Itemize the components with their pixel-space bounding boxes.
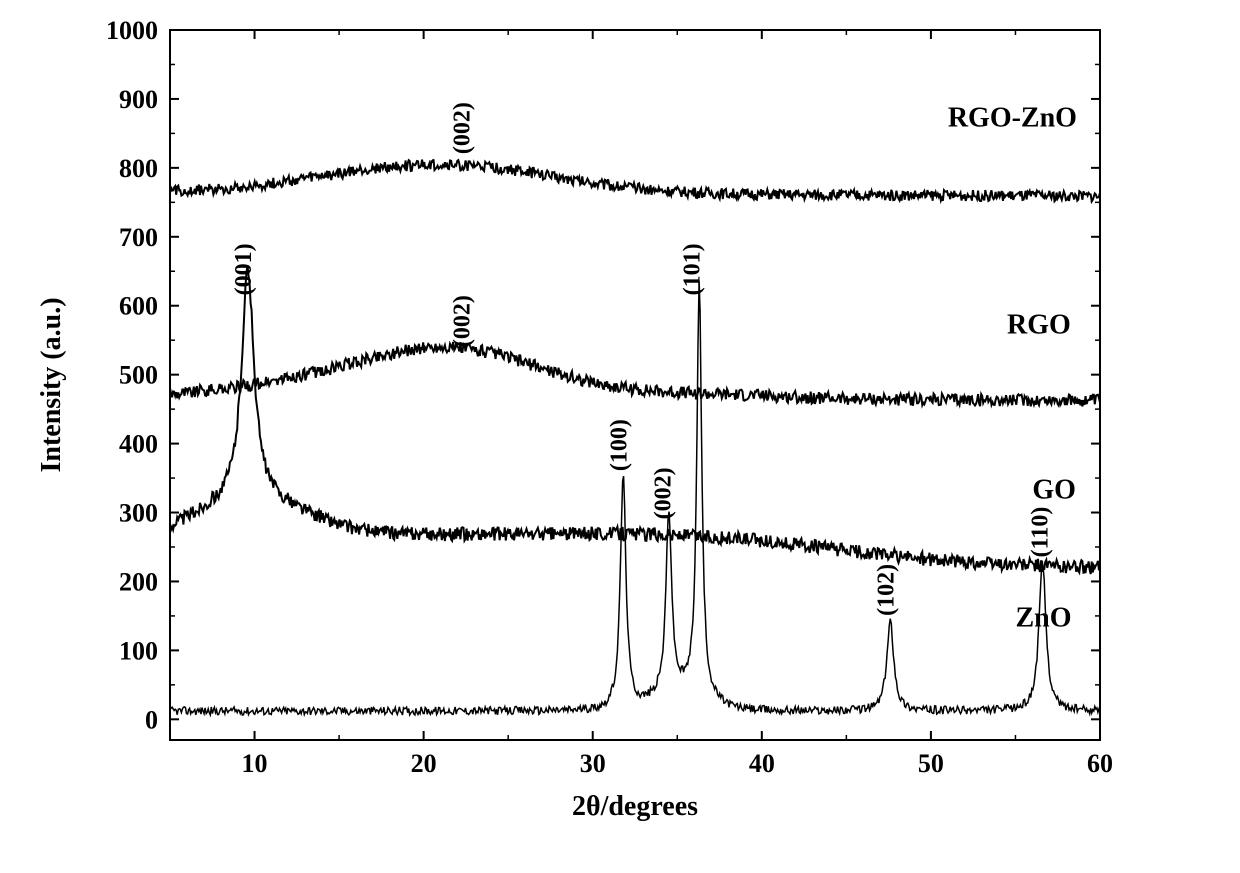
peak-label: (102) (874, 564, 900, 616)
series-label-ZnO: ZnO (1015, 602, 1071, 633)
svg-text:20: 20 (411, 749, 437, 778)
peak-label: (101) (679, 243, 705, 295)
svg-text:100: 100 (119, 636, 158, 665)
svg-text:Intensity (a.u.): Intensity (a.u.) (36, 297, 67, 472)
peak-label: (002) (651, 467, 677, 519)
peak-label: (002) (449, 295, 475, 347)
svg-text:10: 10 (242, 749, 268, 778)
series-RGO (170, 342, 1100, 406)
series-RGO-ZnO (170, 159, 1100, 201)
series-label-RGO-ZnO: RGO-ZnO (948, 103, 1077, 134)
svg-text:0: 0 (145, 705, 158, 734)
svg-text:200: 200 (119, 567, 158, 596)
svg-text:40: 40 (749, 749, 775, 778)
svg-text:30: 30 (580, 749, 606, 778)
svg-text:900: 900 (119, 85, 158, 114)
xrd-chart: 1020304050600100200300400500600700800900… (0, 0, 1240, 873)
series-label-RGO: RGO (1007, 309, 1071, 340)
svg-text:2θ/degrees: 2θ/degrees (572, 791, 698, 822)
peak-label: (002) (449, 102, 475, 154)
series-GO (170, 265, 1100, 574)
svg-text:60: 60 (1087, 749, 1113, 778)
svg-text:800: 800 (119, 154, 158, 183)
svg-text:1000: 1000 (106, 16, 158, 45)
series-ZnO (170, 281, 1100, 716)
svg-text:700: 700 (119, 223, 158, 252)
peak-label: (110) (1028, 507, 1054, 558)
svg-text:600: 600 (119, 292, 158, 321)
svg-text:400: 400 (119, 430, 158, 459)
chart-svg: 1020304050600100200300400500600700800900… (0, 0, 1240, 873)
peak-label: (100) (607, 419, 633, 471)
peak-label: (001) (231, 243, 257, 295)
svg-text:50: 50 (918, 749, 944, 778)
svg-text:300: 300 (119, 499, 158, 528)
series-label-GO: GO (1032, 475, 1076, 506)
svg-text:500: 500 (119, 361, 158, 390)
